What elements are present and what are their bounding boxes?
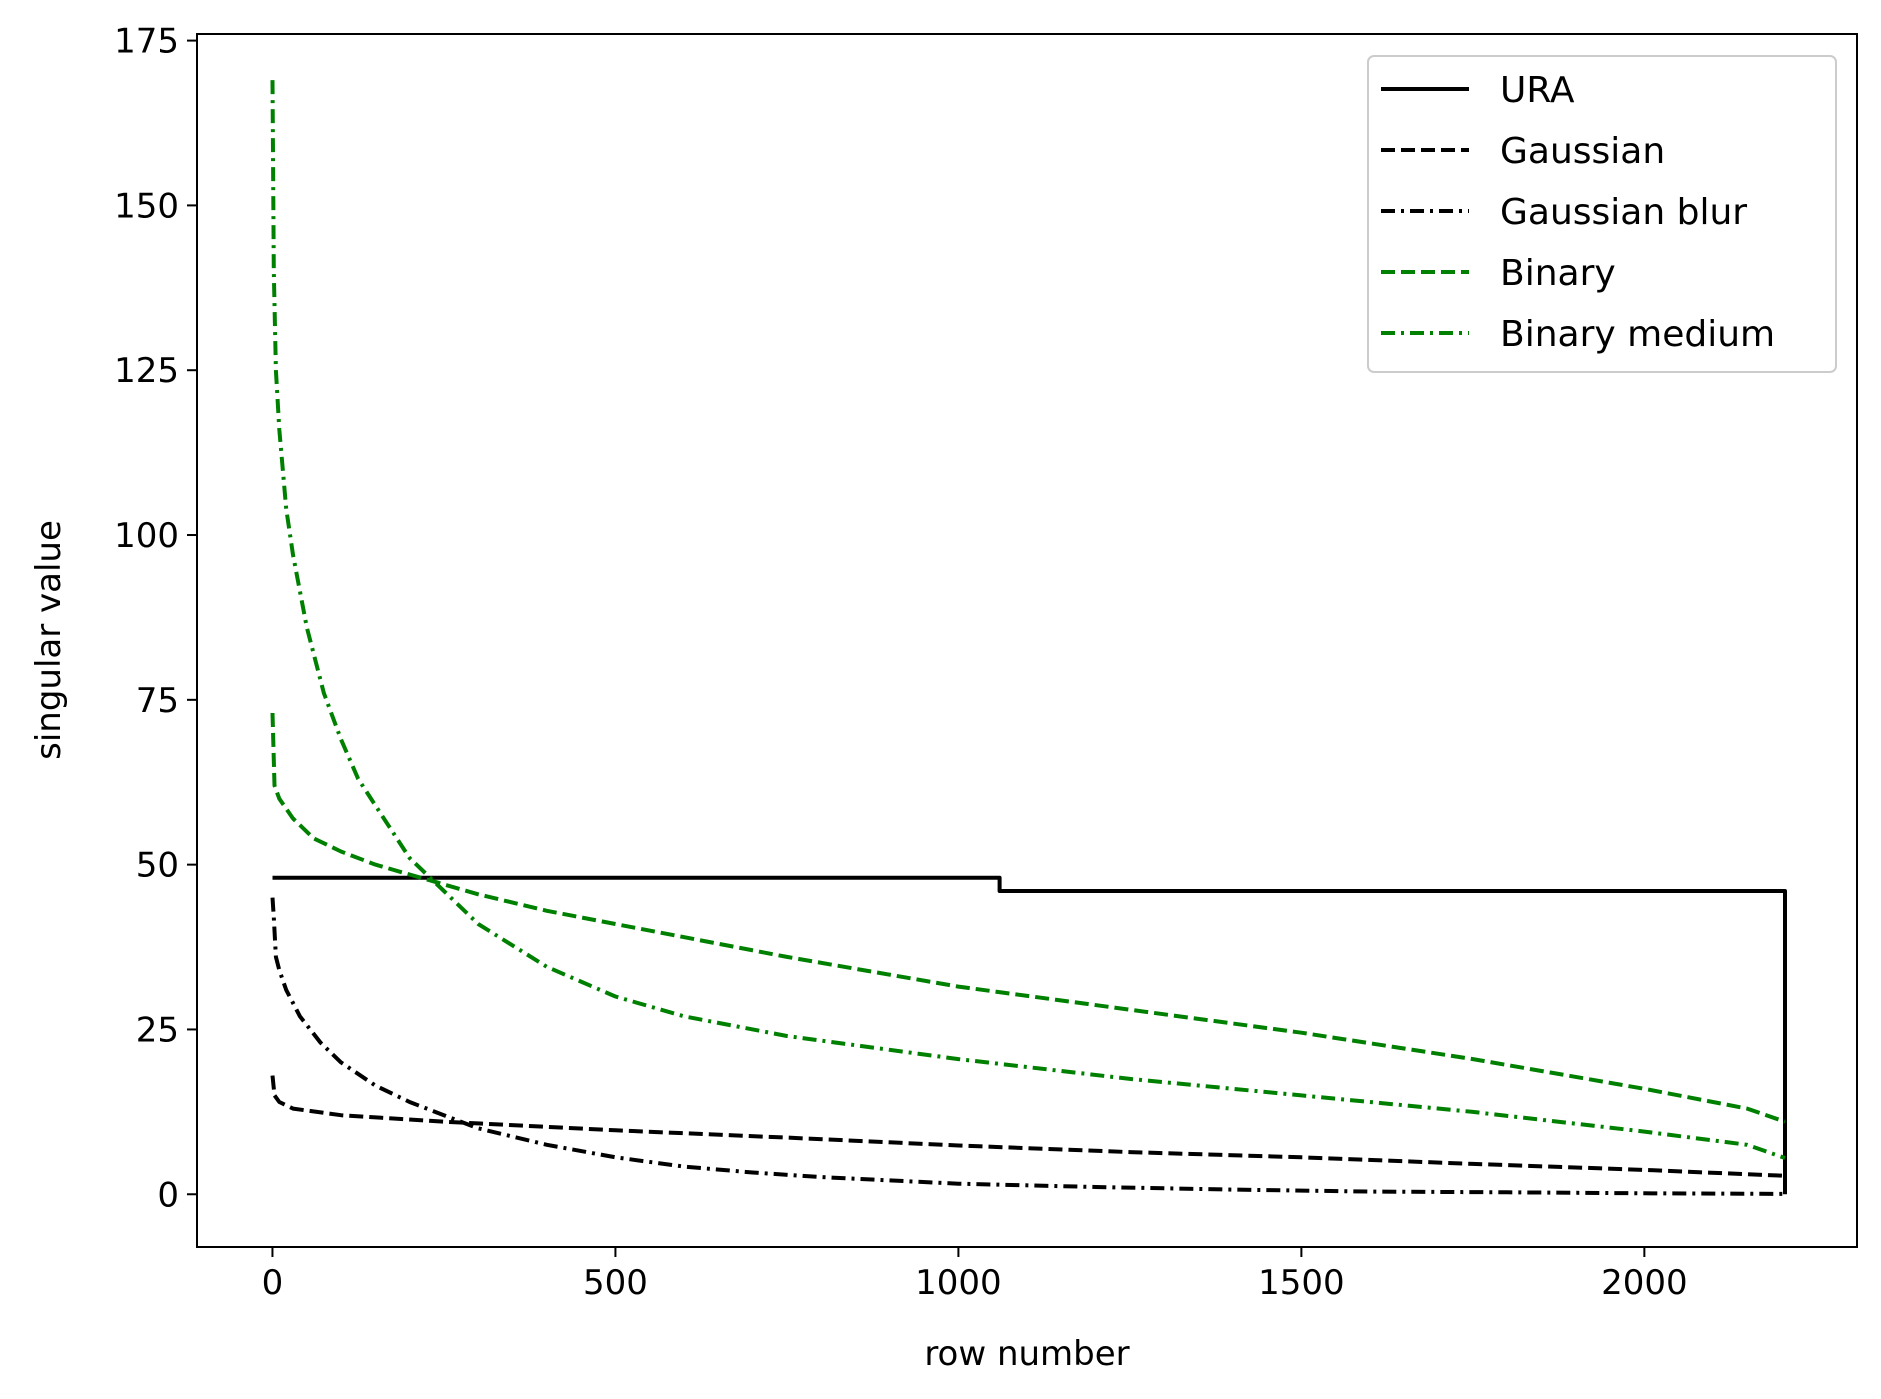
x-axis-label: row number bbox=[924, 1334, 1129, 1374]
y-axis-ticks: 0 25 50 75 100 125 150 175 bbox=[114, 22, 197, 1215]
series-layer bbox=[270, 80, 1787, 1196]
y-axis-label: singular value bbox=[29, 520, 69, 760]
plot-frame bbox=[196, 33, 1858, 1248]
x-axis-ticks: 0 500 1000 1500 2000 bbox=[262, 1247, 1688, 1303]
legend-label-ura: URA bbox=[1500, 70, 1575, 111]
legend: URA Gaussian Gaussian blur Binary Binary med… bbox=[1367, 55, 1837, 373]
y-tick-label: 150 bbox=[114, 186, 179, 226]
y-tick-label: 125 bbox=[114, 351, 179, 391]
x-tick-label: 0 bbox=[262, 1263, 284, 1303]
x-tick-label: 1500 bbox=[1258, 1263, 1345, 1303]
legend-label-binary: Binary bbox=[1500, 253, 1616, 294]
y-tick-label: 100 bbox=[114, 516, 179, 556]
legend-label-gaussian: Gaussian bbox=[1500, 131, 1665, 172]
series-line-gaussian-blur bbox=[270, 897, 1786, 1196]
series-line-gaussian bbox=[270, 1075, 1786, 1178]
x-tick-label: 1000 bbox=[915, 1263, 1002, 1303]
series-line-binary-medium bbox=[270, 80, 1786, 1160]
x-tick-label: 2000 bbox=[1601, 1263, 1688, 1303]
legend-label-binary-medium: Binary medium bbox=[1500, 314, 1775, 355]
y-tick-label: 175 bbox=[114, 22, 179, 62]
y-tick-label: 0 bbox=[157, 1175, 179, 1215]
series-line-ura bbox=[272, 875, 1787, 1195]
y-tick-label: 75 bbox=[136, 681, 179, 721]
y-tick-label: 50 bbox=[136, 846, 179, 886]
legend-items: URA Gaussian Gaussian blur Binary Binary med… bbox=[1381, 70, 1775, 355]
series-line-binary bbox=[270, 712, 1786, 1124]
legend-frame bbox=[1367, 55, 1837, 373]
y-tick-label: 25 bbox=[136, 1010, 179, 1050]
x-tick-label: 500 bbox=[583, 1263, 648, 1303]
legend-label-gaussian-blur: Gaussian blur bbox=[1500, 192, 1747, 233]
